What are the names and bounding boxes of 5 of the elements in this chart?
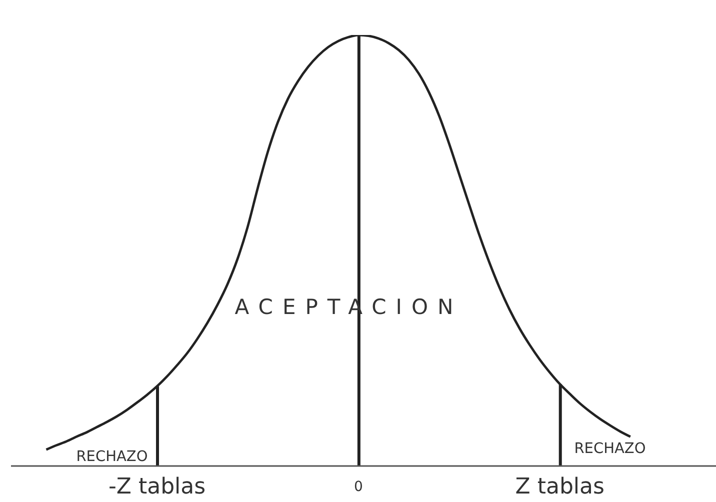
x-tick-label: 0	[354, 479, 363, 495]
x-tick-label: Z tablas	[515, 474, 604, 500]
x-tick-label: -Z tablas	[108, 474, 206, 500]
annotation: RECHAZO	[574, 441, 646, 457]
annotation: RECHAZO	[76, 449, 148, 465]
